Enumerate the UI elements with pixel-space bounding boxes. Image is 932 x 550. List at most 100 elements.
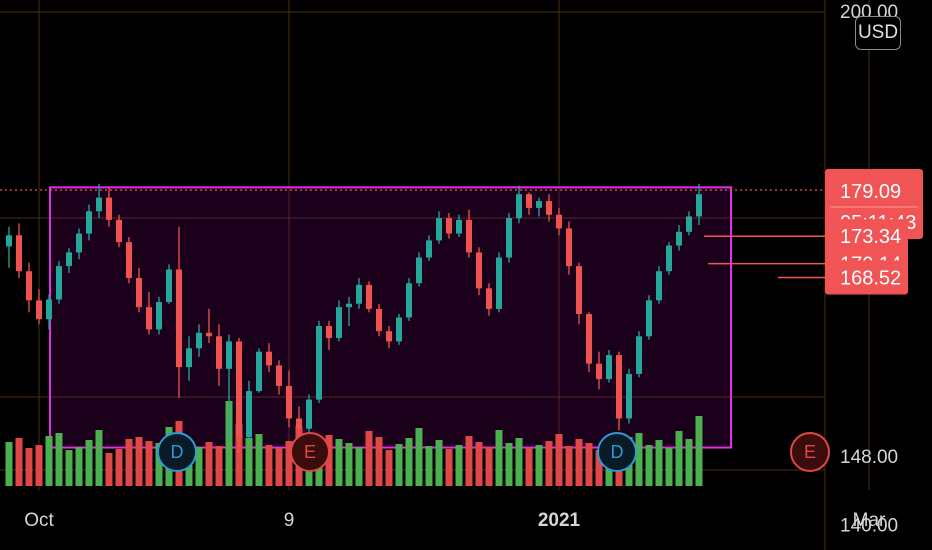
candle-body	[116, 219, 122, 243]
candle-body	[166, 269, 172, 303]
volume-bar	[15, 438, 23, 486]
volume-bar	[695, 416, 703, 486]
level-price-badge	[825, 219, 908, 254]
earnings-marker[interactable]: E	[790, 432, 830, 472]
candle-body	[636, 336, 642, 374]
volume-bar	[675, 431, 683, 486]
candle-body	[366, 284, 372, 309]
candle-body	[436, 218, 442, 241]
volume-bar	[495, 430, 503, 486]
volume-bar	[405, 438, 413, 486]
volume-bar	[595, 450, 603, 486]
candle-body	[396, 317, 402, 342]
volume-bar	[525, 448, 533, 486]
volume-bar	[65, 450, 73, 486]
dividend-marker[interactable]: D	[597, 432, 637, 472]
event-circle	[790, 432, 830, 472]
volume-bar	[395, 444, 403, 486]
candle-body	[66, 252, 72, 267]
candle-body	[296, 418, 302, 429]
volume-bar	[665, 448, 673, 486]
volume-bar	[645, 445, 653, 486]
candle-body	[306, 399, 312, 429]
candle-body	[276, 365, 282, 386]
candle-body	[136, 278, 142, 308]
candle-body	[266, 351, 272, 366]
volume-bar	[115, 449, 123, 486]
candle-body	[516, 194, 522, 219]
volume-bar	[275, 448, 283, 486]
candle-body	[666, 245, 672, 272]
level-lines	[704, 235, 825, 279]
volume-bar	[35, 445, 43, 486]
candle-body	[236, 341, 242, 438]
candle-body	[676, 231, 682, 246]
volume-bar	[185, 451, 193, 486]
candle-body	[626, 373, 632, 419]
candle-body	[16, 235, 22, 272]
volume-bar	[325, 435, 333, 486]
volume-bar	[555, 434, 563, 486]
candle-body	[696, 194, 702, 217]
volume-bar	[255, 434, 263, 486]
y-tick-label: 148.00	[840, 447, 898, 468]
volume-bar	[465, 436, 473, 486]
candle-body	[76, 233, 82, 253]
candle-body	[286, 385, 292, 419]
volume-bar	[685, 439, 693, 486]
volume-bar	[535, 445, 543, 486]
dividend-marker[interactable]: D	[157, 432, 197, 472]
volume-bar	[235, 424, 243, 486]
candle-body	[346, 303, 352, 308]
volume-bar	[365, 431, 373, 486]
event-label: E	[804, 442, 816, 462]
volume-bar	[505, 443, 513, 486]
volume-bar	[425, 446, 433, 486]
candle-body	[96, 197, 102, 212]
volume-bar	[25, 448, 33, 486]
candle-body	[496, 257, 502, 309]
volume-bar	[585, 443, 593, 486]
candle-body	[256, 351, 262, 392]
candle-body	[36, 300, 42, 320]
volume-bar	[145, 441, 153, 486]
candle-body	[416, 257, 422, 284]
candle-body	[486, 288, 492, 309]
candle-body	[466, 219, 472, 253]
candle-body	[56, 266, 62, 300]
last-price-label: 179.09	[840, 181, 901, 203]
x-tick-label: Mar	[853, 510, 886, 531]
x-axis: Oct 9 2021 Mar	[24, 510, 886, 531]
volume-bar	[335, 439, 343, 486]
candle-body	[386, 331, 392, 342]
volume-bar	[375, 437, 383, 486]
candle-body	[536, 201, 542, 208]
candle-body	[586, 314, 592, 364]
x-tick-label: Oct	[24, 510, 54, 531]
candle-body	[576, 266, 582, 315]
candle-body	[196, 332, 202, 349]
volume-bar	[655, 440, 663, 486]
volume-bar	[565, 446, 573, 486]
candle-body	[156, 302, 162, 330]
candle-body	[446, 218, 452, 234]
volume-bar	[225, 401, 233, 486]
event-label: E	[304, 442, 316, 462]
candle-body	[106, 197, 112, 220]
volume-bar	[195, 447, 203, 486]
volume-bar	[125, 439, 133, 486]
volume-bar	[485, 447, 493, 486]
candle-body	[616, 355, 622, 419]
volume-bar	[215, 446, 223, 486]
y-tick-label: 140.00	[840, 516, 898, 537]
earnings-marker[interactable]: E	[290, 432, 330, 472]
volume-bar	[85, 440, 93, 486]
currency-button[interactable]: USD	[855, 16, 901, 50]
event-circle	[290, 432, 330, 472]
candlestick-series	[6, 183, 702, 453]
volume-bar	[455, 445, 463, 486]
candle-body	[506, 218, 512, 258]
volume-bar	[445, 449, 453, 486]
